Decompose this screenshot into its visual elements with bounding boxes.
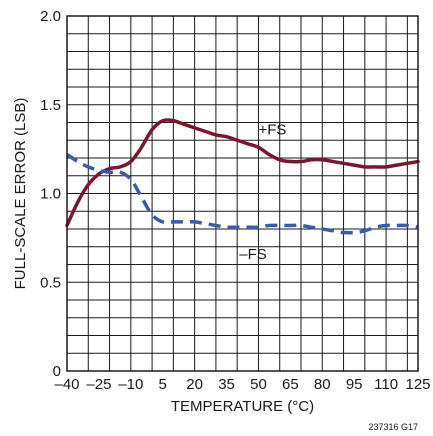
x-tick-label: 125: [405, 376, 430, 393]
series-annotation: +FS: [258, 122, 286, 139]
grid-lines: [67, 16, 418, 371]
x-tick-label: 110: [374, 376, 398, 393]
y-tick-labels: 0 0.5 1.0 1.5 2.0: [40, 8, 61, 380]
x-tick-label: 65: [282, 376, 299, 393]
plus-fs-series-line: [67, 120, 418, 226]
x-tick-label: –10: [118, 376, 143, 393]
y-tick-label: 1.5: [40, 97, 61, 114]
series-lines: [67, 120, 418, 233]
x-axis-label: TEMPERATURE (°C): [171, 398, 314, 415]
series-annotation: –FS: [239, 246, 267, 263]
y-tick-label: 0: [53, 363, 61, 380]
y-tick-label: 1.0: [40, 186, 61, 203]
x-tick-label: 20: [186, 376, 203, 393]
x-tick-label: 50: [250, 376, 267, 393]
x-tick-labels: –40 –25 –10 5 20 35 50 65 80 95 110 125: [54, 376, 430, 393]
x-tick-label: 80: [314, 376, 331, 393]
x-tick-label: 95: [346, 376, 363, 393]
y-tick-label: 2.0: [40, 8, 61, 25]
figure-id: 237316 G17: [368, 422, 418, 432]
y-axis-label: FULL-SCALE ERROR (LSB): [12, 98, 29, 290]
y-tick-label: 0.5: [40, 274, 61, 291]
x-tick-label: –25: [86, 376, 111, 393]
x-tick-label: 5: [159, 376, 167, 393]
x-tick-label: 35: [218, 376, 235, 393]
